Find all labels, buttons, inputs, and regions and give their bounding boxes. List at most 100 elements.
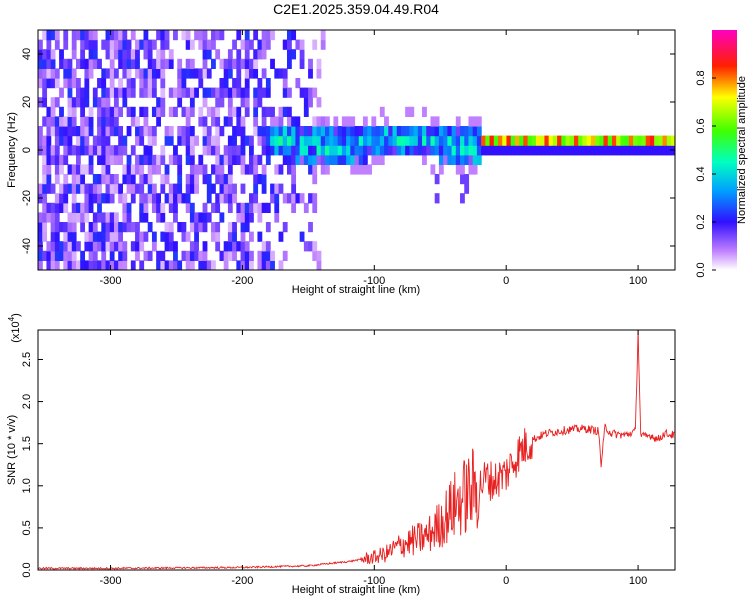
spectrogram-cell	[510, 135, 516, 146]
spectrogram-cell	[118, 39, 124, 50]
spectrogram-cell	[274, 116, 280, 127]
spectrogram-cell	[88, 260, 94, 270]
spectrogram-cell	[46, 164, 52, 175]
spectrogram-cell	[379, 106, 385, 117]
spectrogram-cell	[278, 135, 284, 146]
spectrogram-cell	[168, 241, 174, 252]
spectrogram-cell	[105, 231, 111, 242]
spectrogram-cell	[97, 126, 102, 137]
spectrogram-cell	[633, 145, 638, 156]
spectrogram-cell	[139, 174, 145, 185]
spectrogram-cell	[92, 87, 98, 98]
spectrogram-cell	[194, 222, 199, 233]
spectrogram-cell	[194, 174, 199, 185]
spectrogram-cell	[80, 97, 86, 108]
spectrogram-cell	[409, 126, 415, 137]
spectrogram-cell	[227, 193, 233, 204]
spectrogram-y-tick-label: -20	[21, 190, 33, 206]
spectrogram-cell	[50, 58, 56, 69]
spectrogram-cell	[236, 87, 242, 98]
spectrogram-cell	[194, 231, 199, 242]
spectrogram-cell	[38, 78, 43, 89]
spectrogram-cell	[278, 106, 284, 117]
spectrogram-cell	[105, 135, 111, 146]
spectrogram-cell	[38, 183, 43, 194]
spectrogram-cell	[63, 30, 69, 41]
spectrogram-cell	[189, 212, 195, 223]
spectrogram-cell	[151, 58, 157, 69]
spectrogram-cell	[164, 193, 170, 204]
spectrogram-cell	[278, 126, 284, 137]
spectrogram-cell	[67, 116, 73, 127]
spectrogram-cell	[92, 250, 98, 261]
spectrogram-cell	[80, 222, 86, 233]
spectrogram-cell	[177, 164, 183, 175]
spectrogram-cell	[249, 193, 254, 204]
spectrogram-cell	[308, 154, 313, 165]
spectrogram-cell	[249, 260, 254, 270]
spectrogram-cell	[143, 212, 149, 223]
spectrogram-cell	[42, 58, 48, 69]
spectrogram-cell	[42, 145, 48, 156]
spectrogram-cell	[211, 260, 216, 270]
spectrogram-cell	[135, 183, 140, 194]
spectrogram-cell	[447, 135, 453, 146]
spectrogram-cell	[265, 126, 271, 137]
spectrogram-cell	[396, 145, 402, 156]
spectrogram-cell	[249, 212, 254, 223]
spectrogram-cell	[84, 30, 90, 41]
spectrogram-cell	[215, 106, 221, 117]
spectrogram-cell	[126, 68, 132, 79]
spectrogram-cell	[240, 135, 246, 146]
spectrogram-cell	[109, 30, 115, 41]
spectrogram-cell	[147, 154, 153, 165]
spectrogram-cell	[71, 250, 77, 261]
spectrogram-cell	[472, 154, 478, 165]
spectrogram-cell	[109, 183, 115, 194]
spectrogram-cell	[122, 212, 128, 223]
spectrogram-cell	[261, 241, 267, 252]
spectrogram-cell	[54, 97, 60, 108]
spectrogram-cell	[236, 78, 242, 89]
spectrogram-cell	[295, 39, 301, 50]
spectrogram-cell	[59, 58, 64, 69]
spectrogram-cell	[67, 78, 73, 89]
spectrogram-cell	[84, 212, 90, 223]
spectrogram-cell	[666, 135, 672, 146]
spectrogram-cell	[510, 145, 516, 156]
spectrogram-cell	[84, 145, 90, 156]
spectrogram-cell	[312, 174, 318, 185]
spectrogram-cell	[396, 126, 402, 137]
spectrogram-cell	[206, 193, 212, 204]
spectrogram-cell	[109, 106, 115, 117]
spectrogram-cell	[126, 58, 132, 69]
spectrogram-cell	[38, 260, 43, 270]
spectrogram-cell	[63, 193, 69, 204]
spectrogram-cell	[455, 135, 461, 146]
spectrogram-cell	[71, 145, 77, 156]
spectrogram-cell	[244, 135, 250, 146]
spectrogram-cell	[468, 154, 474, 165]
spectrogram-cell	[198, 154, 204, 165]
spectrogram-cell	[122, 202, 128, 213]
spectrogram-cell	[455, 154, 461, 165]
spectrogram-cell	[71, 39, 77, 50]
spectrogram-cell	[50, 106, 56, 117]
spectrogram-cell	[97, 78, 102, 89]
spectrogram-cell	[464, 154, 470, 165]
spectrogram-cell	[282, 154, 288, 165]
spectrogram-cell	[160, 106, 166, 117]
spectrogram-cell	[147, 164, 153, 175]
spectrogram-cell	[75, 135, 81, 146]
spectrogram-cell	[147, 174, 153, 185]
spectrogram-cell	[71, 241, 77, 252]
spectrogram-cell	[54, 260, 60, 270]
spectrogram-cell	[481, 145, 486, 156]
spectrogram-cell	[118, 126, 124, 137]
spectrogram-cell	[59, 193, 64, 204]
spectrogram-cell	[219, 212, 225, 223]
spectrogram-cell	[164, 126, 170, 137]
spectrogram-cell	[215, 97, 221, 108]
spectrogram-cell	[253, 202, 259, 213]
spectrogram-cell	[63, 174, 69, 185]
